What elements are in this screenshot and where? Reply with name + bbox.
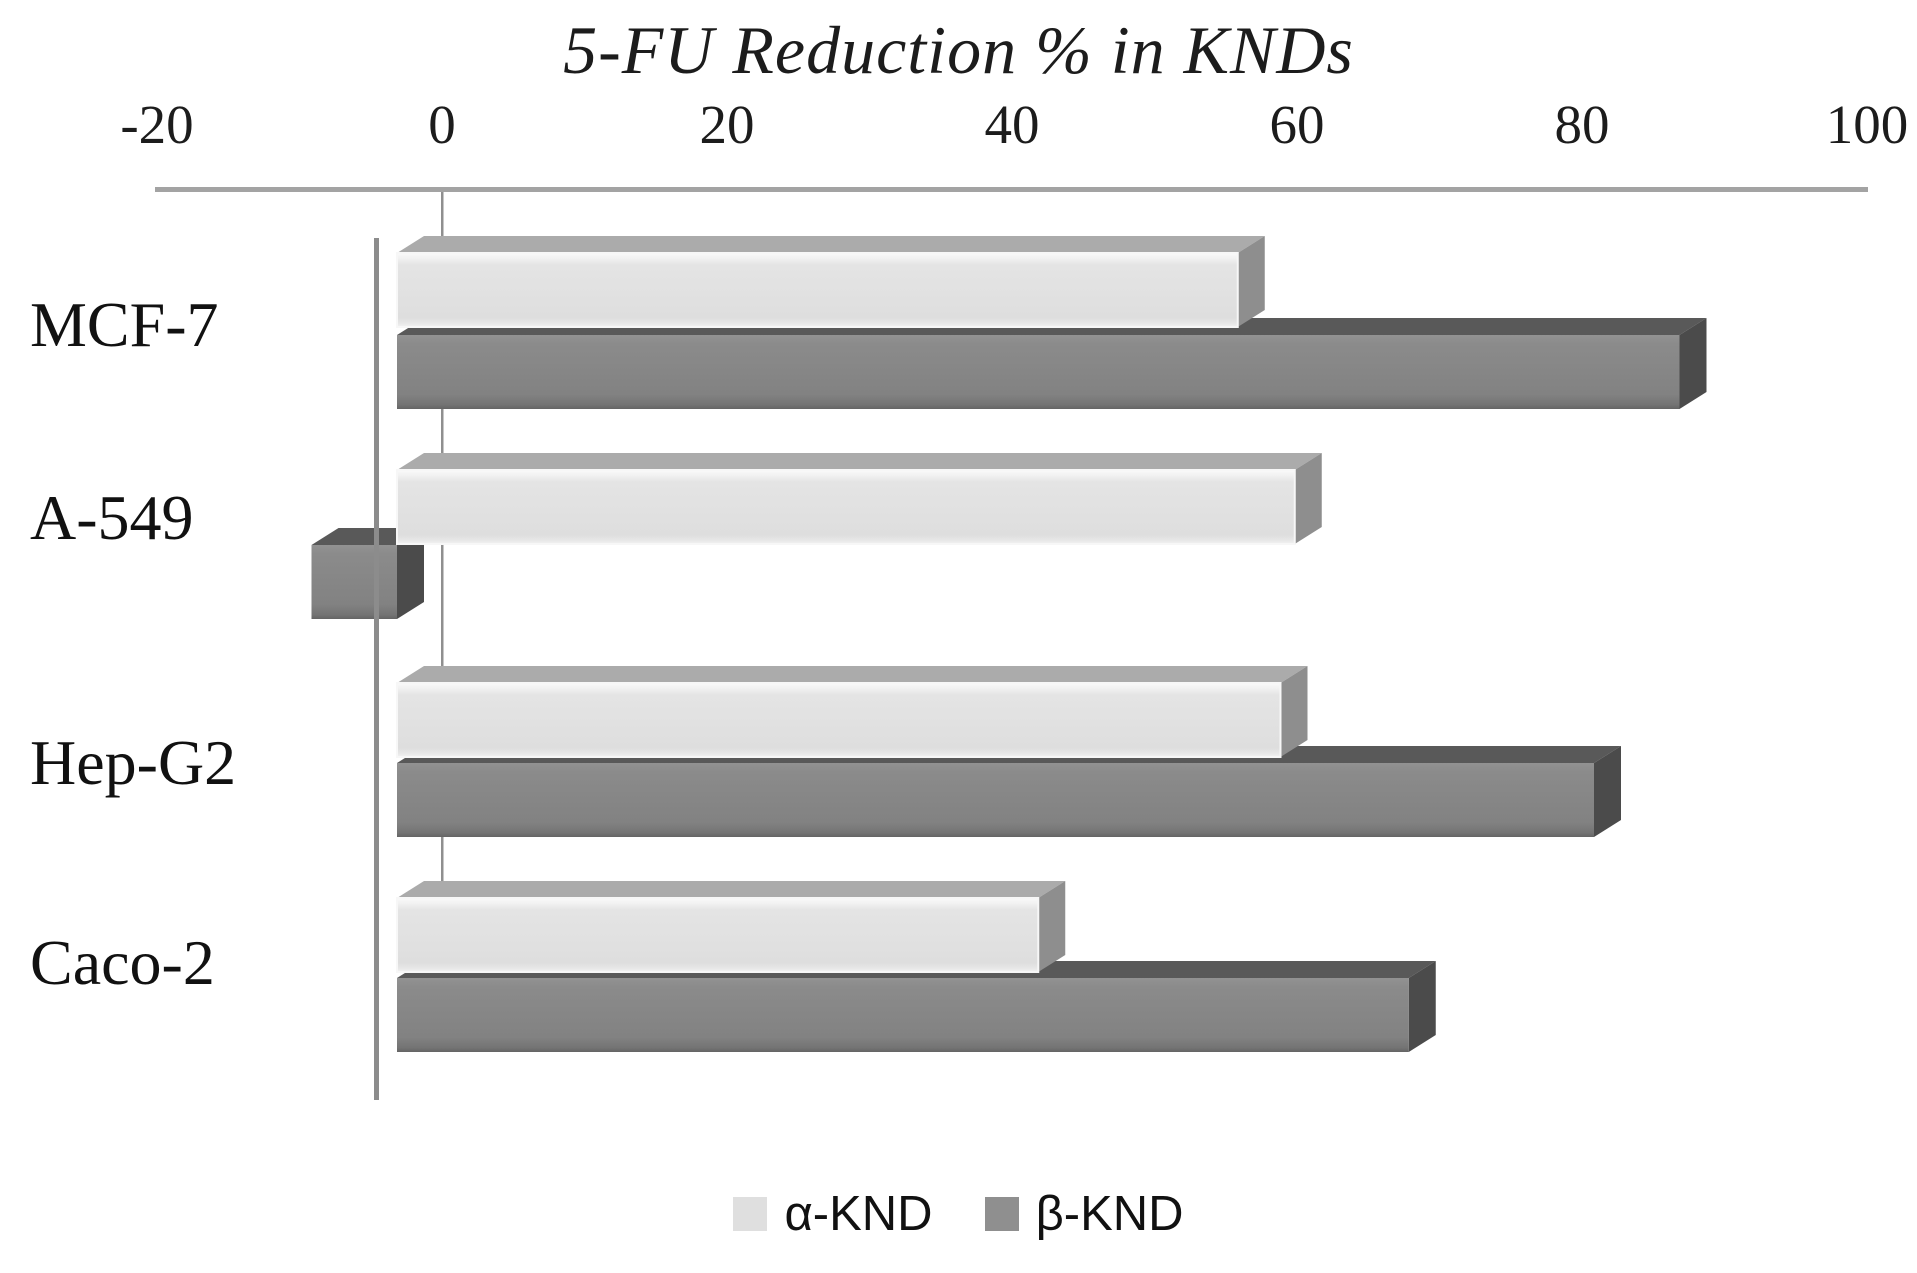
legend-item-knd: α-KND (733, 1186, 933, 1242)
legend-label-knd: α-KND (784, 1187, 933, 1241)
bar-knd-a-549-side-face (1294, 453, 1322, 544)
bar-knd-mcf-7-top-face (397, 236, 1265, 253)
category-label-mcf-7: MCF-7 (30, 289, 219, 360)
legend: α-KND β-KND (0, 1186, 1917, 1242)
bar-knd-a-549-front-face (396, 469, 1296, 545)
legend-item-knd: β-KND (984, 1186, 1184, 1242)
bar-knd-hep-g2-front-face (396, 682, 1282, 758)
x-tick-label--20: -20 (120, 94, 194, 155)
bar-knd-a-549-side-face (397, 528, 424, 619)
bar-knd-caco-2-side-face (1038, 881, 1066, 972)
bar-knd-a-549-front-face (311, 545, 397, 619)
x-gridline-zero (441, 192, 444, 1052)
x-tick-label-100: 100 (1825, 94, 1909, 155)
chart-title: 5-FU Reduction % in KNDs (563, 12, 1354, 88)
category-axis-line (374, 238, 379, 1100)
bar-knd-caco-2-front-face (396, 897, 1040, 973)
x-tick-label-60: 60 (1269, 94, 1325, 155)
bar-knd-caco-2-front-face (397, 978, 1409, 1052)
legend-swatch-knd (984, 1197, 1019, 1231)
x-tick-label-20: 20 (699, 94, 755, 155)
bar-knd-caco-2-top-face (397, 881, 1066, 898)
x-tick-label-40: 40 (984, 94, 1040, 155)
x-tick-label-0: 0 (428, 94, 456, 155)
bar-knd-a-549-top-face (311, 528, 424, 545)
category-label-caco-2: Caco-2 (30, 927, 215, 998)
category-label-hep-g2: Hep-G2 (30, 727, 237, 798)
bar-knd-mcf-7-side-face (1679, 318, 1707, 409)
legend-swatch-knd (733, 1197, 768, 1231)
bar-knd-hep-g2-front-face (397, 763, 1594, 837)
legend-label-knd: β-KND (1035, 1187, 1184, 1241)
bar-knd-caco-2-side-face (1408, 961, 1436, 1052)
bar-knd-hep-g2-top-face (397, 666, 1308, 683)
bar-knd-mcf-7-front-face (396, 252, 1239, 328)
bar-knd-mcf-7-side-face (1237, 236, 1265, 327)
category-label-a-549: A-549 (30, 482, 194, 553)
bar-knd-hep-g2-side-face (1280, 666, 1308, 757)
x-axis-line (155, 187, 1868, 192)
bar-knd-a-549-top-face (397, 453, 1322, 470)
bar-knd-mcf-7-front-face (397, 335, 1680, 409)
x-tick-label-80: 80 (1554, 94, 1610, 155)
bar-knd-hep-g2-side-face (1594, 746, 1621, 837)
